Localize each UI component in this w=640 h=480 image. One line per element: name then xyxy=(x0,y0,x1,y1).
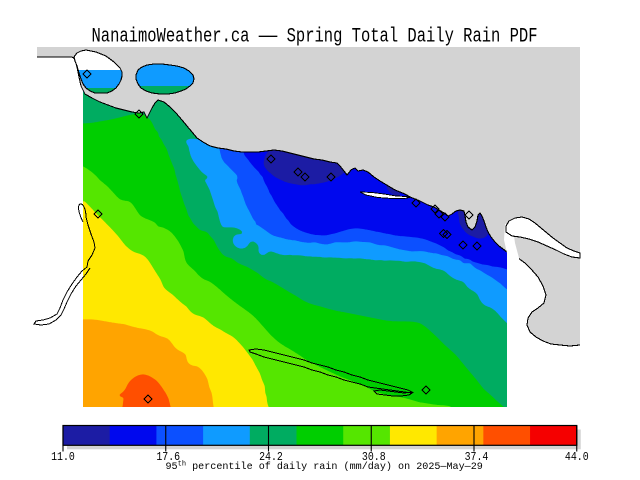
svg-text:11.0: 11.0 xyxy=(51,451,75,464)
svg-text:NanaimoWeather.ca —— Spring To: NanaimoWeather.ca —— Spring Total Daily … xyxy=(92,26,538,49)
svg-text:37.4: 37.4 xyxy=(465,451,489,464)
svg-text:95th percentile of daily rain: 95th percentile of daily rain (mm/day) o… xyxy=(166,461,483,474)
svg-text:24.2: 24.2 xyxy=(259,451,283,464)
svg-text:30.8: 30.8 xyxy=(362,451,386,464)
svg-text:44.0: 44.0 xyxy=(565,451,589,464)
svg-text:17.6: 17.6 xyxy=(156,451,180,464)
